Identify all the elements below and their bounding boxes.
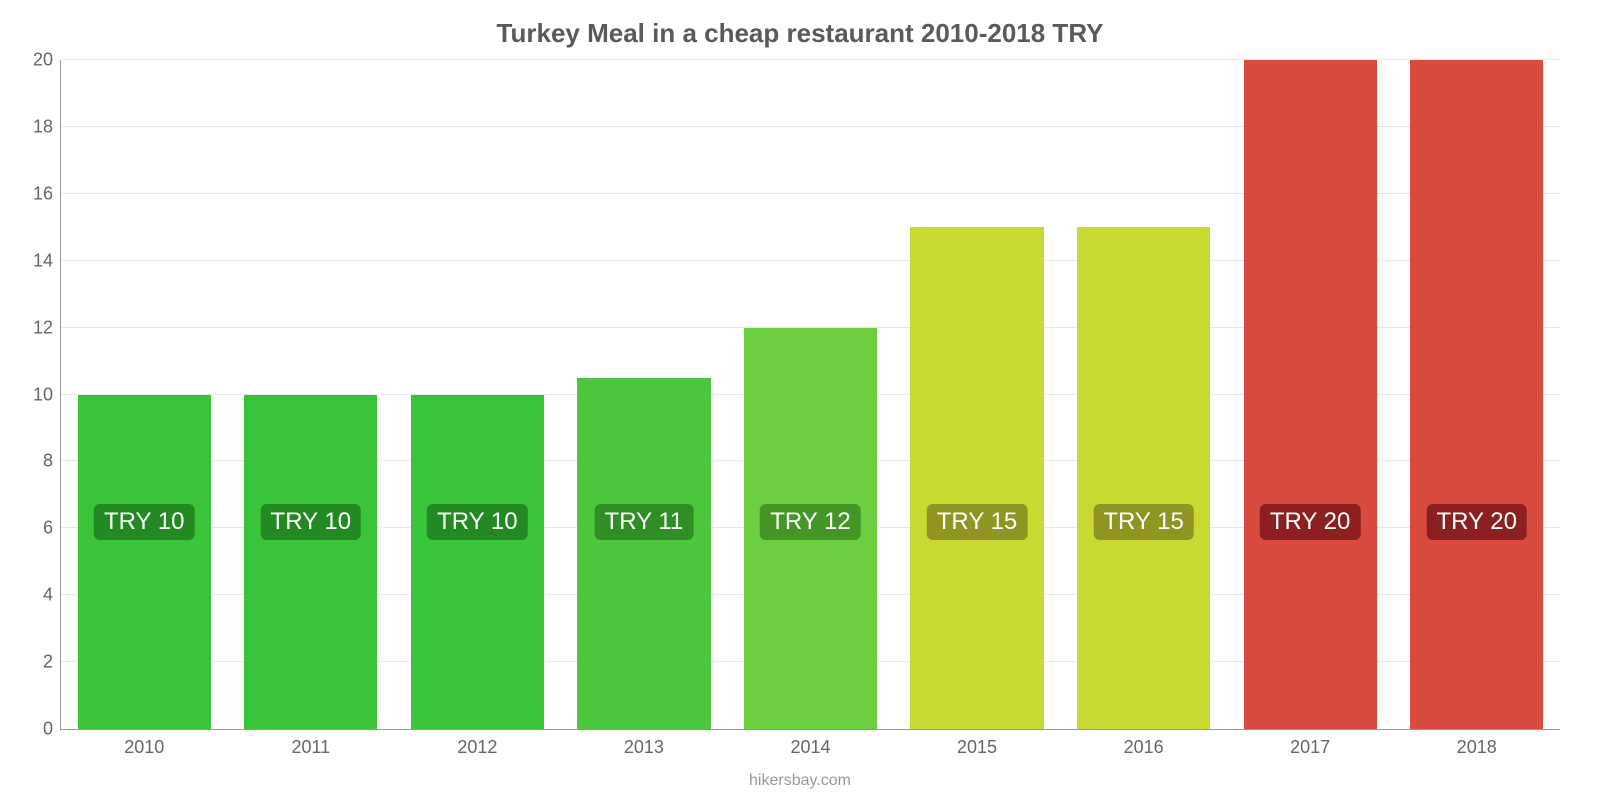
xtick-label: 2014 — [790, 729, 830, 758]
bar-slot: TRY 112013 — [561, 60, 728, 729]
plot-area: 02468101214161820TRY 102010TRY 102011TRY… — [60, 60, 1560, 730]
ytick-label: 2 — [43, 652, 61, 673]
bar-slot: TRY 152016 — [1060, 60, 1227, 729]
ytick-label: 8 — [43, 451, 61, 472]
bar-value-label: TRY 10 — [94, 504, 195, 540]
xtick-label: 2016 — [1124, 729, 1164, 758]
bar-value-label: TRY 10 — [261, 504, 362, 540]
bar: TRY 15 — [1077, 227, 1210, 729]
bar-value-label: TRY 11 — [595, 504, 694, 540]
bar-value-label: TRY 15 — [927, 504, 1028, 540]
bar: TRY 10 — [244, 395, 377, 730]
xtick-label: 2013 — [624, 729, 664, 758]
bar: TRY 12 — [744, 328, 877, 729]
xtick-label: 2017 — [1290, 729, 1330, 758]
xtick-label: 2012 — [457, 729, 497, 758]
bar-slot: TRY 152015 — [894, 60, 1061, 729]
bar-slot: TRY 202017 — [1227, 60, 1394, 729]
bar-slot: TRY 202018 — [1393, 60, 1560, 729]
bar: TRY 10 — [411, 395, 544, 730]
ytick-label: 18 — [33, 116, 61, 137]
xtick-label: 2015 — [957, 729, 997, 758]
ytick-label: 0 — [43, 719, 61, 740]
ytick-label: 16 — [33, 183, 61, 204]
xtick-label: 2011 — [291, 729, 330, 758]
bar-slot: TRY 102010 — [61, 60, 228, 729]
chart-footer: hikersbay.com — [0, 772, 1600, 790]
ytick-label: 10 — [33, 384, 61, 405]
chart-title: Turkey Meal in a cheap restaurant 2010-2… — [0, 0, 1600, 57]
bar: TRY 20 — [1244, 60, 1377, 729]
bar-value-label: TRY 15 — [1093, 504, 1194, 540]
bar-value-label: TRY 20 — [1426, 504, 1527, 540]
bar-slot: TRY 122014 — [727, 60, 894, 729]
bar-slot: TRY 102012 — [394, 60, 561, 729]
bar-value-label: TRY 10 — [427, 504, 528, 540]
ytick-label: 12 — [33, 317, 61, 338]
plot-area-wrapper: 02468101214161820TRY 102010TRY 102011TRY… — [60, 60, 1560, 730]
bar: TRY 10 — [78, 395, 211, 730]
ytick-label: 20 — [33, 50, 61, 71]
chart-container: Turkey Meal in a cheap restaurant 2010-2… — [0, 0, 1600, 800]
bar: TRY 15 — [910, 227, 1043, 729]
ytick-label: 6 — [43, 518, 61, 539]
xtick-label: 2018 — [1457, 729, 1497, 758]
ytick-label: 4 — [43, 585, 61, 606]
ytick-label: 14 — [33, 250, 61, 271]
bar: TRY 11 — [577, 378, 710, 729]
bar-value-label: TRY 12 — [760, 504, 861, 540]
bar-value-label: TRY 20 — [1260, 504, 1361, 540]
bar-slot: TRY 102011 — [228, 60, 395, 729]
bar: TRY 20 — [1410, 60, 1543, 729]
xtick-label: 2010 — [124, 729, 164, 758]
